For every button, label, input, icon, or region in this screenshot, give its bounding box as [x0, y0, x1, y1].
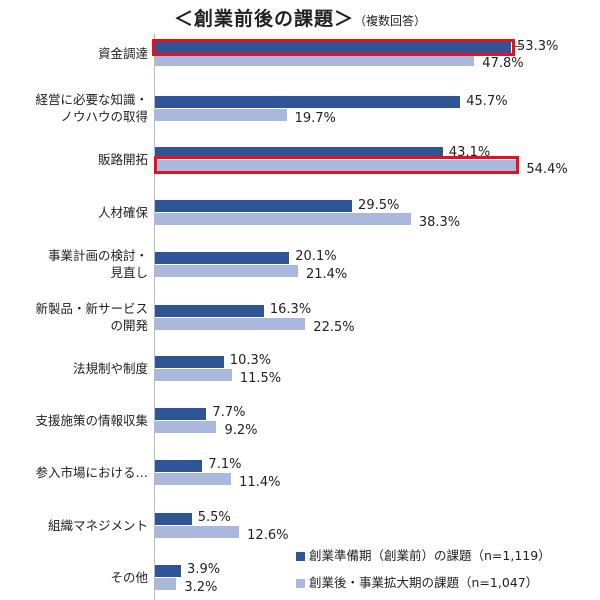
value-label: 53.3% [517, 39, 559, 54]
category-label-line: 人材確保 [97, 204, 148, 220]
value-label: 7.7% [212, 405, 246, 420]
category-label-line: 支援施策の情報収集 [35, 412, 148, 428]
value-label: 12.6% [247, 528, 289, 543]
bar-series-1 [155, 356, 224, 368]
category-label-line: その他 [110, 569, 148, 585]
bar-series-1 [155, 513, 192, 525]
category-label-line: 販路開拓 [97, 151, 148, 167]
bar-series-2 [155, 109, 287, 121]
highlight-box-sales-channel [154, 156, 519, 174]
bar-series-2 [155, 265, 298, 277]
chart-subtitle: （複数回答） [354, 14, 427, 28]
y-axis-line [154, 34, 155, 600]
bar-series-1 [155, 460, 203, 472]
bar-series-2 [155, 54, 475, 66]
value-label: 54.4% [526, 162, 568, 177]
bar-series-1 [155, 565, 182, 577]
bar-series-2 [155, 369, 232, 381]
category-label-line: 資金調達 [97, 45, 148, 61]
category-label: その他 [110, 569, 148, 586]
value-label: 7.1% [208, 457, 242, 472]
value-label: 5.5% [197, 510, 231, 525]
value-label: 19.7% [294, 111, 336, 126]
category-label-line: ノウハウの取得 [60, 109, 148, 124]
value-label: 11.4% [239, 475, 281, 490]
category-label-line: 新製品・新サービス [35, 301, 148, 316]
bar-series-1 [155, 408, 207, 420]
chart-title-main: ＜創業前後の課題＞ [173, 8, 354, 30]
value-label: 3.2% [184, 580, 218, 595]
value-label: 20.1% [295, 249, 337, 264]
value-label: 9.2% [224, 423, 258, 438]
bar-series-2 [155, 318, 306, 330]
category-label: 販路開拓 [98, 151, 148, 168]
category-label: 法規制や制度 [73, 360, 148, 377]
category-label-line: 事業計画の検討・ [47, 248, 148, 263]
legend-label-series-1: 創業準備期（創業前）の課題（n=1,119） [309, 548, 551, 563]
category-label: 支援施策の情報収集 [35, 412, 148, 429]
bar-series-1 [155, 41, 512, 53]
value-label: 47.8% [482, 56, 524, 71]
legend-swatch-light-blue [296, 579, 305, 588]
label-leader-line [515, 46, 522, 47]
value-label: 22.5% [313, 320, 355, 335]
bar-series-2 [155, 213, 411, 225]
value-label: 16.3% [269, 302, 312, 317]
category-label: 資金調達 [98, 45, 148, 62]
bar-series-2 [155, 473, 232, 485]
bar-series-1 [155, 96, 461, 108]
legend-item-series-1: 創業準備期（創業前）の課題（n=1,119） [296, 545, 551, 564]
bar-series-1 [155, 200, 353, 212]
bar-series-2 [155, 421, 217, 433]
value-label: 38.3% [418, 215, 461, 230]
value-label: 45.7% [466, 94, 508, 109]
value-label: 29.5% [358, 198, 400, 213]
bar-series-2 [155, 160, 519, 172]
category-label: 人材確保 [98, 204, 148, 221]
value-label: 21.4% [305, 267, 348, 282]
category-label: 経営に必要な知識・ノウハウの取得 [35, 91, 148, 125]
category-label-line: 組織マネジメント [47, 517, 148, 533]
value-label: 10.3% [229, 353, 272, 368]
category-label-line: 参入市場における… [35, 464, 148, 480]
chart-title: ＜創業前後の課題＞（複数回答） [0, 4, 600, 31]
category-label: 事業計画の検討・見直し [48, 247, 148, 281]
bar-series-1 [155, 252, 290, 264]
bar-series-1 [155, 305, 264, 317]
value-label: 3.9% [187, 562, 221, 577]
category-label-line: 法規制や制度 [72, 360, 148, 376]
category-label: 参入市場における… [35, 464, 148, 481]
legend-label-series-2: 創業後・事業拡大期の課題（n=1,047） [309, 575, 539, 590]
highlight-box-funding [152, 39, 515, 56]
bar-series-2 [155, 578, 177, 590]
category-label: 組織マネジメント [48, 517, 148, 534]
legend-swatch-dark-blue [296, 552, 305, 561]
value-label: 11.5% [239, 371, 282, 386]
bar-series-2 [155, 526, 240, 538]
category-label-line: の開発 [110, 318, 148, 333]
category-label: 新製品・新サービスの開発 [35, 300, 148, 334]
category-label-line: 見直し [110, 265, 148, 280]
category-label-line: 経営に必要な知識・ [35, 92, 148, 107]
legend-item-series-2: 創業後・事業拡大期の課題（n=1,047） [296, 572, 538, 591]
